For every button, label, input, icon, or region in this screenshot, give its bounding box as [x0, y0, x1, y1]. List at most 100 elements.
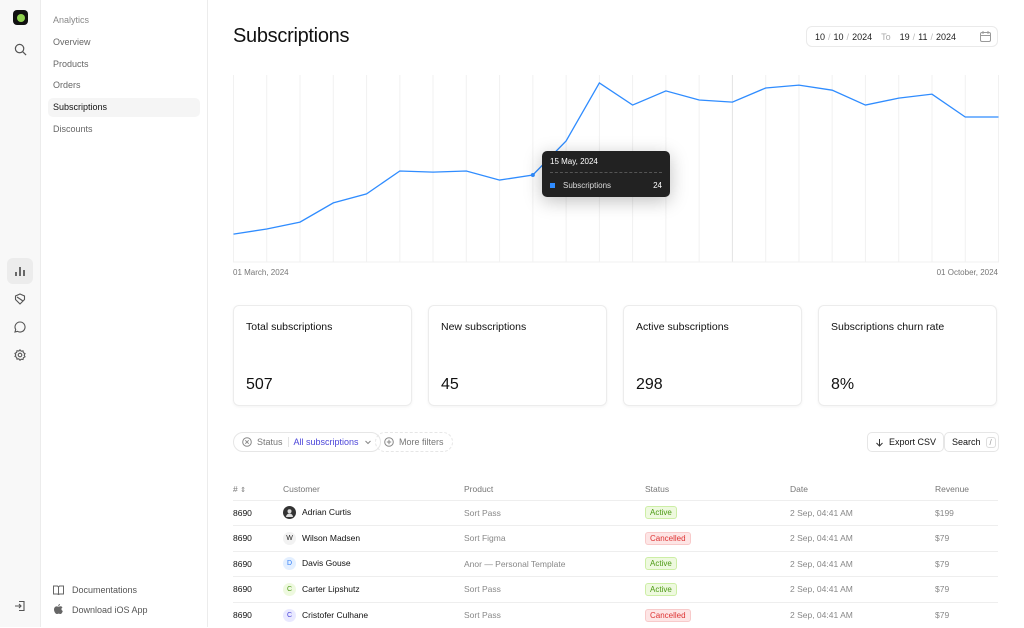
status-cell: Active — [645, 576, 790, 602]
main-content: Subscriptions 10/ 10/ 2024 To 19/ 11/ 20… — [208, 0, 1024, 628]
stat-title: Subscriptions churn rate — [831, 321, 945, 333]
gear-icon[interactable] — [7, 342, 33, 368]
date-range-picker[interactable]: 10/ 10/ 2024 To 19/ 11/ 2024 — [806, 26, 998, 47]
to-month[interactable]: 11 — [918, 31, 928, 42]
table-row[interactable]: 8690 C Cristofer Culhane Sort Pass Cancel… — [233, 601, 998, 628]
x-axis-end-label: 01 October, 2024 — [936, 268, 998, 277]
status-cell: Cancelled — [645, 525, 790, 551]
stat-card-total: Total subscriptions 507 — [233, 305, 412, 406]
export-csv-label: Export CSV — [889, 437, 937, 447]
search-label: Search — [952, 437, 981, 447]
search-icon[interactable] — [7, 36, 33, 62]
documentations-label: Documentations — [72, 585, 138, 595]
column-header-revenue: Revenue — [935, 483, 970, 494]
row-id: 8690 — [233, 499, 283, 526]
customer-cell[interactable]: Adrian Curtis — [283, 499, 464, 526]
to-year[interactable]: 2024 — [936, 31, 957, 42]
avatar: C — [283, 608, 296, 622]
icon-rail — [0, 0, 41, 627]
chevron-down-icon — [364, 440, 371, 445]
apple-icon — [54, 604, 63, 614]
from-day[interactable]: 10 — [815, 31, 826, 42]
sidebar-item-overview[interactable]: Overview — [53, 37, 91, 47]
date-cell: 2 Sep, 04:41 AM — [790, 550, 935, 577]
status-badge: Active — [645, 506, 677, 520]
subscriptions-table: # ⇕ Customer Product Status Date Revenue… — [233, 478, 998, 628]
column-header-status: Status — [645, 483, 670, 494]
stat-title: New subscriptions — [441, 321, 527, 333]
stat-value: 8% — [831, 376, 855, 393]
data-point[interactable] — [530, 173, 535, 177]
export-csv-button[interactable]: Export CSV — [867, 432, 945, 452]
sidebar: Analytics Overview Products Orders Subsc… — [41, 0, 208, 627]
table-row[interactable]: 8690 W Wilson Madsen Sort Figma Cancelled… — [233, 525, 998, 551]
date-cell: 2 Sep, 04:41 AM — [790, 576, 935, 602]
row-id: 8690 — [233, 550, 283, 577]
product-cell: Sort Pass — [464, 499, 645, 526]
status-badge: Cancelled — [645, 531, 691, 545]
status-badge: Cancelled — [645, 608, 691, 622]
product-cell: Sort Pass — [464, 576, 645, 602]
clear-filter-icon[interactable] — [242, 437, 252, 447]
avatar — [283, 506, 296, 520]
search-button[interactable]: Search / — [944, 432, 999, 452]
product-cell: Sort Pass — [464, 601, 645, 628]
arrow-down-icon — [876, 438, 883, 447]
revenue-cell: $79 — [935, 550, 998, 577]
logout-icon[interactable] — [7, 593, 33, 619]
customer-cell[interactable]: D Davis Gouse — [283, 550, 464, 577]
product-cell: Sort Figma — [464, 525, 645, 551]
to-day[interactable]: 19 — [899, 31, 910, 42]
row-id: 8690 — [233, 576, 283, 602]
date-cell: 2 Sep, 04:41 AM — [790, 499, 935, 526]
more-filters-button[interactable]: More filters — [375, 432, 453, 452]
from-year[interactable]: 2024 — [852, 31, 873, 42]
sidebar-item-orders[interactable]: Orders — [53, 80, 81, 90]
book-icon — [53, 585, 64, 595]
table-row[interactable]: 8690 C Carter Lipshutz Sort Pass Active 2… — [233, 576, 998, 602]
column-header-date: Date — [790, 483, 808, 494]
stat-card-new: New subscriptions 45 — [428, 305, 607, 406]
tooltip-value: 24 — [653, 181, 662, 190]
badge-icon[interactable] — [7, 286, 33, 312]
chart-tooltip: 15 May, 2024 Subscriptions 24 — [542, 151, 670, 197]
status-filter-value[interactable]: All subscriptions — [287, 437, 359, 447]
more-filters-label: More filters — [399, 437, 444, 447]
customer-name: Cristofer Culhane — [302, 609, 369, 620]
documentations-link[interactable]: Documentations — [53, 585, 137, 595]
customer-cell[interactable]: W Wilson Madsen — [283, 525, 464, 551]
page-title: Subscriptions — [233, 25, 350, 47]
app-logo[interactable] — [13, 10, 28, 25]
customer-name: Wilson Madsen — [302, 532, 361, 543]
table-row[interactable]: 8690 D Davis Gouse Anor — Personal Templa… — [233, 550, 998, 577]
stat-value: 45 — [441, 376, 459, 393]
stat-card-churn: Subscriptions churn rate 8% — [818, 305, 997, 406]
row-id: 8690 — [233, 601, 283, 628]
avatar: D — [283, 557, 296, 571]
date-cell: 2 Sep, 04:41 AM — [790, 601, 935, 628]
sidebar-item-products[interactable]: Products — [53, 59, 89, 69]
revenue-cell: $79 — [935, 576, 998, 602]
column-header-product: Product — [464, 483, 494, 494]
status-cell: Active — [645, 499, 790, 526]
sidebar-item-subscriptions[interactable]: Subscriptions — [48, 98, 200, 117]
status-badge: Active — [645, 582, 677, 596]
chat-icon[interactable] — [7, 314, 33, 340]
avatar: W — [283, 531, 296, 545]
customer-cell[interactable]: C Cristofer Culhane — [283, 601, 464, 628]
download-ios-link[interactable]: Download iOS App — [53, 604, 148, 615]
date-cell: 2 Sep, 04:41 AM — [790, 525, 935, 551]
customer-cell[interactable]: C Carter Lipshutz — [283, 576, 464, 602]
calendar-icon[interactable] — [980, 31, 991, 42]
status-filter[interactable]: Status All subscriptions — [233, 432, 381, 452]
download-ios-label: Download iOS App — [72, 604, 148, 615]
column-header-id[interactable]: # ⇕ — [233, 483, 246, 494]
revenue-cell: $199 — [935, 499, 998, 526]
plus-circle-icon — [384, 437, 394, 447]
table-row[interactable]: 8690 Adrian Curtis Sort Pass Active 2 Se… — [233, 499, 998, 526]
chart-icon[interactable] — [7, 258, 33, 284]
series-swatch — [550, 183, 555, 188]
sidebar-item-discounts[interactable]: Discounts — [53, 124, 93, 134]
search-shortcut: / — [985, 436, 996, 448]
from-month[interactable]: 10 — [833, 31, 844, 42]
